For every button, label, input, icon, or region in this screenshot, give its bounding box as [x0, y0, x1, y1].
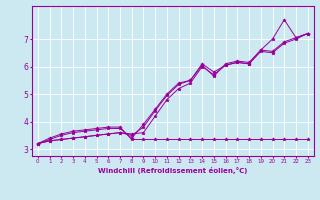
X-axis label: Windchill (Refroidissement éolien,°C): Windchill (Refroidissement éolien,°C) — [98, 167, 247, 174]
